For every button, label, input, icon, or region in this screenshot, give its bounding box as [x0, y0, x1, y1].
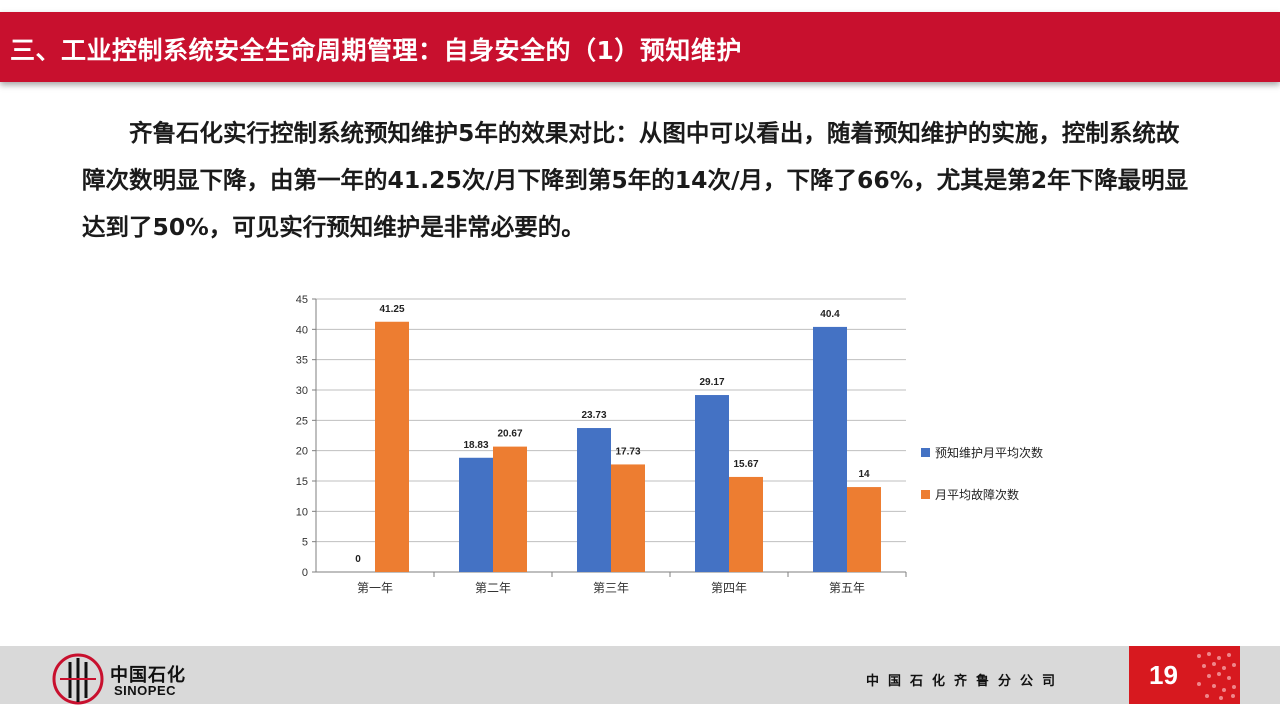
logo-chinese-name: 中国石化 [110, 665, 186, 686]
title-bar: 三、工业控制系统安全生命周期管理：自身安全的（1）预知维护 [0, 12, 1280, 82]
y-tick-label: 20 [296, 446, 308, 458]
data-label: 17.73 [615, 446, 640, 457]
data-label: 41.25 [379, 304, 404, 315]
data-label: 15.67 [733, 459, 758, 470]
page-number-box: 19 [1129, 646, 1240, 704]
y-tick-label: 10 [296, 506, 308, 518]
data-label: 0 [355, 554, 361, 565]
bar-failure [611, 464, 645, 572]
legend-label: 月平均故障次数 [935, 487, 1019, 502]
data-label: 29.17 [699, 377, 724, 388]
y-tick-label: 40 [296, 324, 308, 336]
page-number: 19 [1149, 660, 1178, 690]
x-tick-label: 第三年 [593, 581, 629, 595]
company-name: 中国石化齐鲁分公司 [866, 674, 1065, 689]
footer-band [0, 646, 1280, 704]
y-tick-label: 45 [296, 294, 308, 306]
x-tick-label: 第五年 [829, 581, 865, 595]
bar-failure [375, 321, 409, 572]
sinopec-logo-icon [52, 653, 104, 705]
data-label: 40.4 [820, 309, 840, 320]
x-tick-label: 第二年 [475, 581, 511, 595]
bar-failure [847, 487, 881, 572]
bar-chart: 0 5 10 15 20 25 30 35 40 45 第一年 0 41.25 第二年 18.83 20.67… [296, 294, 1043, 595]
data-label: 23.73 [581, 410, 606, 421]
y-tick-label: 15 [296, 476, 308, 488]
data-label: 18.83 [463, 440, 488, 451]
x-tick-label: 第四年 [711, 581, 747, 595]
legend-swatch [921, 490, 930, 499]
data-label: 20.67 [497, 429, 522, 440]
body-text: 齐鲁石化实行控制系统预知维护5年的效果对比：从图中可以看出，随着预知维护的实施，… [82, 110, 1202, 251]
legend-label: 预知维护月平均次数 [935, 445, 1043, 460]
logo-english-name: SINOPEC [114, 683, 177, 698]
bar-maintenance [813, 326, 847, 572]
slide-title: 三、工业控制系统安全生命周期管理：自身安全的（1）预知维护 [10, 36, 742, 65]
bar-failure [729, 476, 763, 572]
y-tick-label: 5 [302, 537, 308, 549]
y-tick-label: 30 [296, 385, 308, 397]
x-tick-label: 第一年 [357, 581, 393, 595]
body-paragraph: 齐鲁石化实行控制系统预知维护5年的效果对比：从图中可以看出，随着预知维护的实施，… [82, 119, 1189, 241]
data-label: 14 [858, 469, 870, 480]
bar-maintenance [459, 457, 493, 572]
y-tick-label: 25 [296, 415, 308, 427]
legend-swatch [921, 448, 930, 457]
bar-maintenance [577, 428, 611, 572]
y-tick-label: 0 [302, 567, 308, 579]
y-tick-label: 35 [296, 355, 308, 367]
bar-maintenance [695, 395, 729, 572]
decorative-dots-icon [1197, 652, 1236, 700]
bar-failure [493, 446, 527, 572]
